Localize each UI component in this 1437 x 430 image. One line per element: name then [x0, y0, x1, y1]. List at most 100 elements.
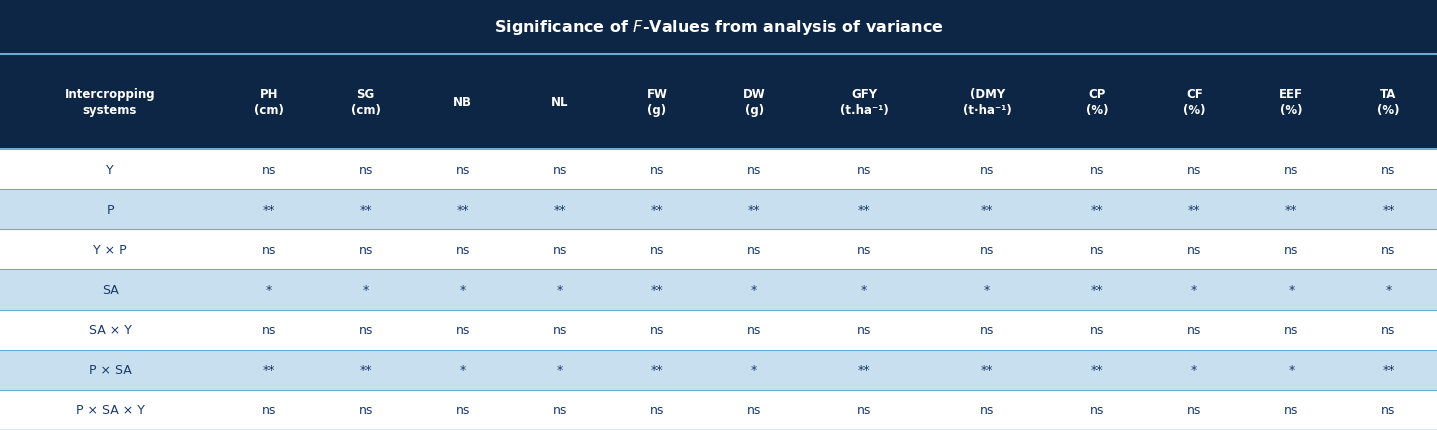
Bar — [0, 270, 1437, 310]
Text: ns: ns — [650, 323, 664, 336]
Text: ns: ns — [456, 163, 470, 176]
Text: ns: ns — [553, 323, 568, 336]
Text: P: P — [106, 203, 114, 216]
Text: ns: ns — [747, 403, 762, 417]
Text: ns: ns — [359, 323, 374, 336]
Text: ns: ns — [650, 163, 664, 176]
Text: *: * — [1288, 363, 1295, 376]
Text: Y: Y — [106, 163, 114, 176]
Text: *: * — [1191, 363, 1197, 376]
Text: *: * — [1385, 283, 1391, 296]
Text: Y × P: Y × P — [93, 243, 126, 256]
Text: (DMY
(t·ha⁻¹): (DMY (t·ha⁻¹) — [963, 88, 1012, 117]
Text: CF
(%): CF (%) — [1183, 88, 1206, 117]
Text: ns: ns — [980, 163, 994, 176]
Text: ns: ns — [262, 243, 276, 256]
Text: ns: ns — [856, 323, 871, 336]
Text: ns: ns — [980, 403, 994, 417]
Text: ns: ns — [1187, 403, 1201, 417]
Text: *: * — [1191, 283, 1197, 296]
Text: ns: ns — [1381, 323, 1395, 336]
Text: ns: ns — [1091, 243, 1105, 256]
Text: **: ** — [981, 363, 993, 376]
Text: ns: ns — [1285, 403, 1299, 417]
Text: *: * — [752, 283, 757, 296]
Text: ns: ns — [359, 163, 374, 176]
Bar — [0, 150, 1437, 190]
Text: **: ** — [1188, 203, 1200, 216]
Text: *: * — [752, 363, 757, 376]
Text: *: * — [460, 283, 466, 296]
Text: *: * — [266, 283, 272, 296]
Text: NL: NL — [552, 96, 569, 109]
Text: ns: ns — [1285, 243, 1299, 256]
Text: **: ** — [858, 203, 871, 216]
Text: GFY
(t.ha⁻¹): GFY (t.ha⁻¹) — [839, 88, 888, 117]
Text: Intercropping
systems: Intercropping systems — [65, 88, 155, 117]
Text: ns: ns — [456, 403, 470, 417]
Text: ns: ns — [262, 323, 276, 336]
Text: ns: ns — [1187, 243, 1201, 256]
Text: P × SA: P × SA — [89, 363, 131, 376]
Text: ns: ns — [856, 403, 871, 417]
Text: P × SA × Y: P × SA × Y — [76, 403, 145, 417]
Text: **: ** — [359, 203, 372, 216]
Text: ns: ns — [262, 403, 276, 417]
Text: *: * — [984, 283, 990, 296]
Text: ns: ns — [262, 163, 276, 176]
Text: *: * — [362, 283, 369, 296]
Text: **: ** — [1382, 203, 1395, 216]
Text: TA
(%): TA (%) — [1377, 88, 1400, 117]
Text: **: ** — [553, 203, 566, 216]
Text: ns: ns — [1091, 323, 1105, 336]
Text: **: ** — [651, 203, 664, 216]
Text: ns: ns — [1381, 243, 1395, 256]
Bar — [0, 390, 1437, 430]
Text: *: * — [556, 283, 563, 296]
Text: **: ** — [263, 363, 274, 376]
Text: ns: ns — [553, 243, 568, 256]
Text: ns: ns — [1187, 323, 1201, 336]
Text: **: ** — [1382, 363, 1395, 376]
Text: ns: ns — [1187, 163, 1201, 176]
Text: *: * — [556, 363, 563, 376]
Text: ns: ns — [747, 163, 762, 176]
Text: ns: ns — [856, 243, 871, 256]
Text: ns: ns — [1381, 163, 1395, 176]
Text: ns: ns — [856, 163, 871, 176]
Text: SG
(cm): SG (cm) — [351, 88, 381, 117]
Text: ns: ns — [650, 243, 664, 256]
Text: **: ** — [263, 203, 274, 216]
Text: Significance of $\it{F}$-Values from analysis of variance: Significance of $\it{F}$-Values from ana… — [494, 18, 943, 37]
Text: NB: NB — [453, 96, 473, 109]
Text: ns: ns — [359, 403, 374, 417]
Text: ns: ns — [456, 243, 470, 256]
Text: SA × Y: SA × Y — [89, 323, 131, 336]
Text: **: ** — [457, 203, 468, 216]
Text: **: ** — [981, 203, 993, 216]
Bar — [0, 310, 1437, 350]
Bar — [0, 230, 1437, 270]
Text: *: * — [460, 363, 466, 376]
Bar — [0, 0, 1437, 55]
Text: ns: ns — [1091, 403, 1105, 417]
Text: ns: ns — [1285, 323, 1299, 336]
Text: ns: ns — [1381, 403, 1395, 417]
Text: ns: ns — [1285, 163, 1299, 176]
Text: **: ** — [651, 283, 664, 296]
Text: CP
(%): CP (%) — [1086, 88, 1108, 117]
Text: *: * — [1288, 283, 1295, 296]
Text: **: ** — [747, 203, 760, 216]
Bar — [0, 350, 1437, 390]
Text: DW
(g): DW (g) — [743, 88, 766, 117]
Text: ns: ns — [747, 323, 762, 336]
Text: ns: ns — [359, 243, 374, 256]
Text: EEF
(%): EEF (%) — [1279, 88, 1303, 117]
Text: **: ** — [1091, 283, 1104, 296]
Text: **: ** — [359, 363, 372, 376]
Text: ns: ns — [456, 323, 470, 336]
Text: **: ** — [858, 363, 871, 376]
Text: FW
(g): FW (g) — [647, 88, 668, 117]
Text: ns: ns — [553, 403, 568, 417]
Bar — [0, 190, 1437, 230]
